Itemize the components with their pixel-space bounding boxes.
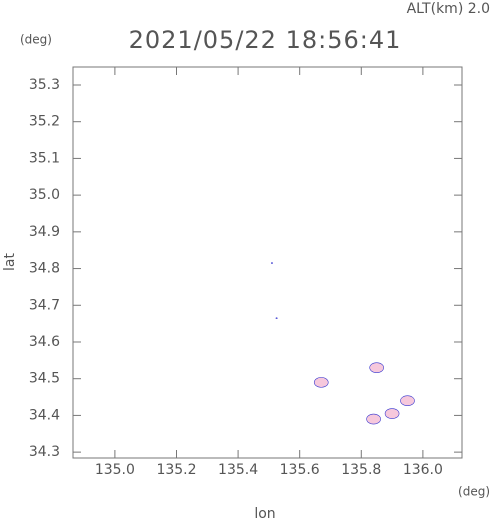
echo — [270, 262, 273, 264]
y-tick-label: 35.2 — [29, 114, 60, 130]
x-axis-label: lon — [254, 506, 275, 521]
x-tick-label: 135.6 — [280, 462, 320, 478]
y-tick-label: 34.9 — [29, 224, 60, 240]
y-tick-label: 34.3 — [29, 444, 60, 460]
echo — [384, 408, 400, 419]
y-tick-label: 35.1 — [29, 150, 60, 166]
y-tick-label: 34.4 — [29, 407, 60, 423]
y-tick-label: 35.0 — [29, 187, 60, 203]
echo — [313, 377, 329, 388]
x-tick-label: 136.0 — [403, 462, 443, 478]
y-tick-label: 34.8 — [29, 261, 60, 277]
y-unit: (deg) — [20, 33, 52, 47]
y-tick-label: 34.6 — [29, 334, 60, 350]
x-tick-label: 135.0 — [95, 462, 135, 478]
echo — [275, 317, 278, 319]
echo — [366, 413, 381, 425]
y-tick-label: 34.7 — [29, 297, 60, 313]
y-tick-label: 34.5 — [29, 371, 60, 387]
x-tick-label: 135.2 — [156, 462, 196, 478]
chart-title: 2021/05/22 18:56:41 — [129, 26, 402, 54]
plot-frame — [72, 66, 463, 459]
x-unit: (deg) — [458, 485, 490, 499]
echo — [369, 362, 384, 373]
echo — [400, 395, 415, 407]
y-axis-label: lat — [2, 253, 18, 271]
x-tick-label: 135.8 — [341, 462, 381, 478]
x-tick-label: 135.4 — [218, 462, 258, 478]
y-tick-label: 35.3 — [29, 77, 60, 93]
subtitle: ALT(km) 2.0 — [407, 1, 490, 17]
